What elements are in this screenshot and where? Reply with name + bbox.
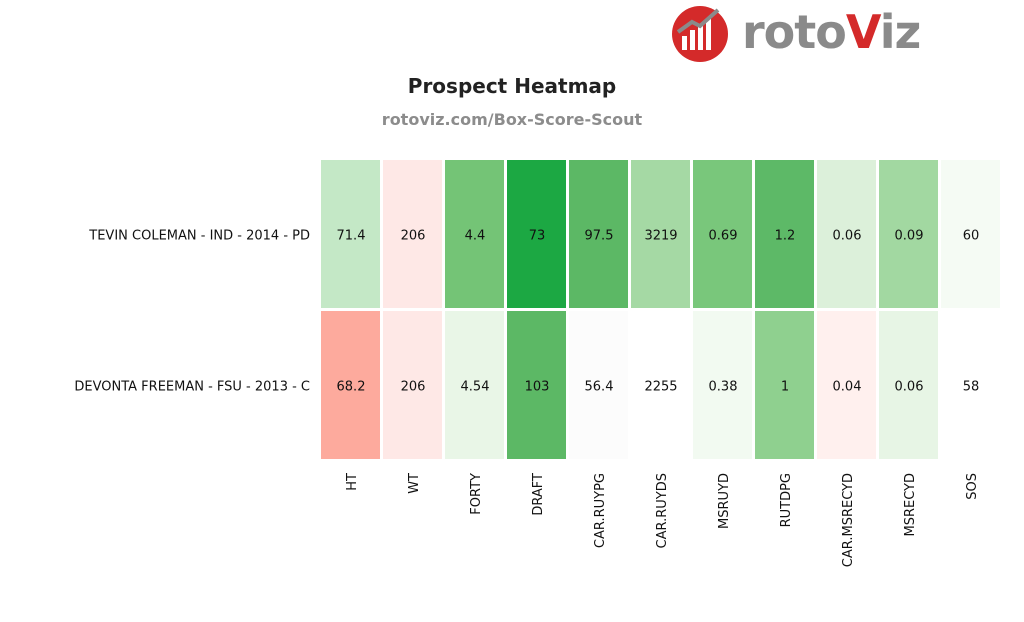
- column-label: MSRECYD: [903, 473, 918, 537]
- column-label: FORTY: [469, 473, 484, 515]
- chart-title: Prospect Heatmap: [407, 74, 617, 98]
- heatmap-cell: [321, 311, 380, 459]
- cell-value-label: 0.38: [709, 380, 738, 395]
- logo-wordmark: rotoViz: [742, 5, 921, 59]
- heatmap-cell: [383, 311, 442, 459]
- column-label: CAR.RUYPG: [593, 473, 608, 548]
- heatmap-cell: [879, 311, 938, 459]
- cell-value-label: 68.2: [337, 380, 366, 395]
- cell-value-label: 1.2: [775, 229, 796, 244]
- cell-value-label: 4.54: [461, 380, 490, 395]
- cell-value-label: 103: [525, 380, 550, 395]
- heatmap-cell: [569, 311, 628, 459]
- heatmap-cell: [507, 311, 566, 459]
- heatmap-cell: [693, 311, 752, 459]
- cell-value-label: 4.4: [465, 229, 486, 244]
- heatmap-cell: [631, 311, 690, 459]
- row-label: TEVIN COLEMAN - IND - 2014 - PD: [88, 229, 310, 244]
- cell-value-label: 0.09: [895, 229, 924, 244]
- cell-value-label: 58: [963, 380, 980, 395]
- heatmap-cell: [383, 160, 442, 308]
- chart-subtitle: rotoviz.com/Box-Score-Scout: [381, 110, 643, 129]
- column-label: CAR.RUYDS: [655, 473, 670, 548]
- heatmap-cell: [445, 160, 504, 308]
- heatmap-cell: [569, 160, 628, 308]
- heatmap-cell: [817, 311, 876, 459]
- heatmap-cell: [693, 160, 752, 308]
- heatmap-cell: [631, 160, 690, 308]
- heatmap-cell: [755, 311, 814, 459]
- cell-value-label: 73: [529, 229, 546, 244]
- heatmap-cell: [445, 311, 504, 459]
- cell-value-label: 1: [781, 380, 789, 395]
- column-label: DRAFT: [531, 473, 546, 516]
- cell-value-label: 206: [401, 229, 426, 244]
- row-label: DEVONTA FREEMAN - FSU - 2013 - C: [74, 380, 310, 395]
- heatmap-cell: [817, 160, 876, 308]
- column-label: CAR.MSRECYD: [841, 473, 856, 567]
- cell-value-label: 0.04: [833, 380, 862, 395]
- cell-value-label: 0.69: [709, 229, 738, 244]
- heatmap-cell: [941, 311, 1000, 459]
- heatmap-cell: [941, 160, 1000, 308]
- heatmap-cell: [507, 160, 566, 308]
- cell-value-label: 60: [963, 229, 980, 244]
- heatmap-cell: [879, 160, 938, 308]
- cell-value-label: 3219: [644, 229, 677, 244]
- cell-value-label: 56.4: [585, 380, 614, 395]
- cell-value-label: 206: [401, 380, 426, 395]
- column-label: MSRUYD: [717, 473, 732, 529]
- cell-value-label: 71.4: [337, 229, 366, 244]
- column-label: WT: [407, 473, 422, 494]
- column-label: SOS: [965, 473, 980, 500]
- heatmap-cell: [321, 160, 380, 308]
- column-label: RUTDPG: [779, 473, 794, 527]
- column-label: HT: [345, 473, 360, 491]
- cell-value-label: 0.06: [895, 380, 924, 395]
- heatmap-cell: [755, 160, 814, 308]
- cell-value-label: 97.5: [585, 229, 614, 244]
- cell-value-label: 2255: [644, 380, 677, 395]
- cell-value-label: 0.06: [833, 229, 862, 244]
- rotoviz-logo: [672, 6, 728, 62]
